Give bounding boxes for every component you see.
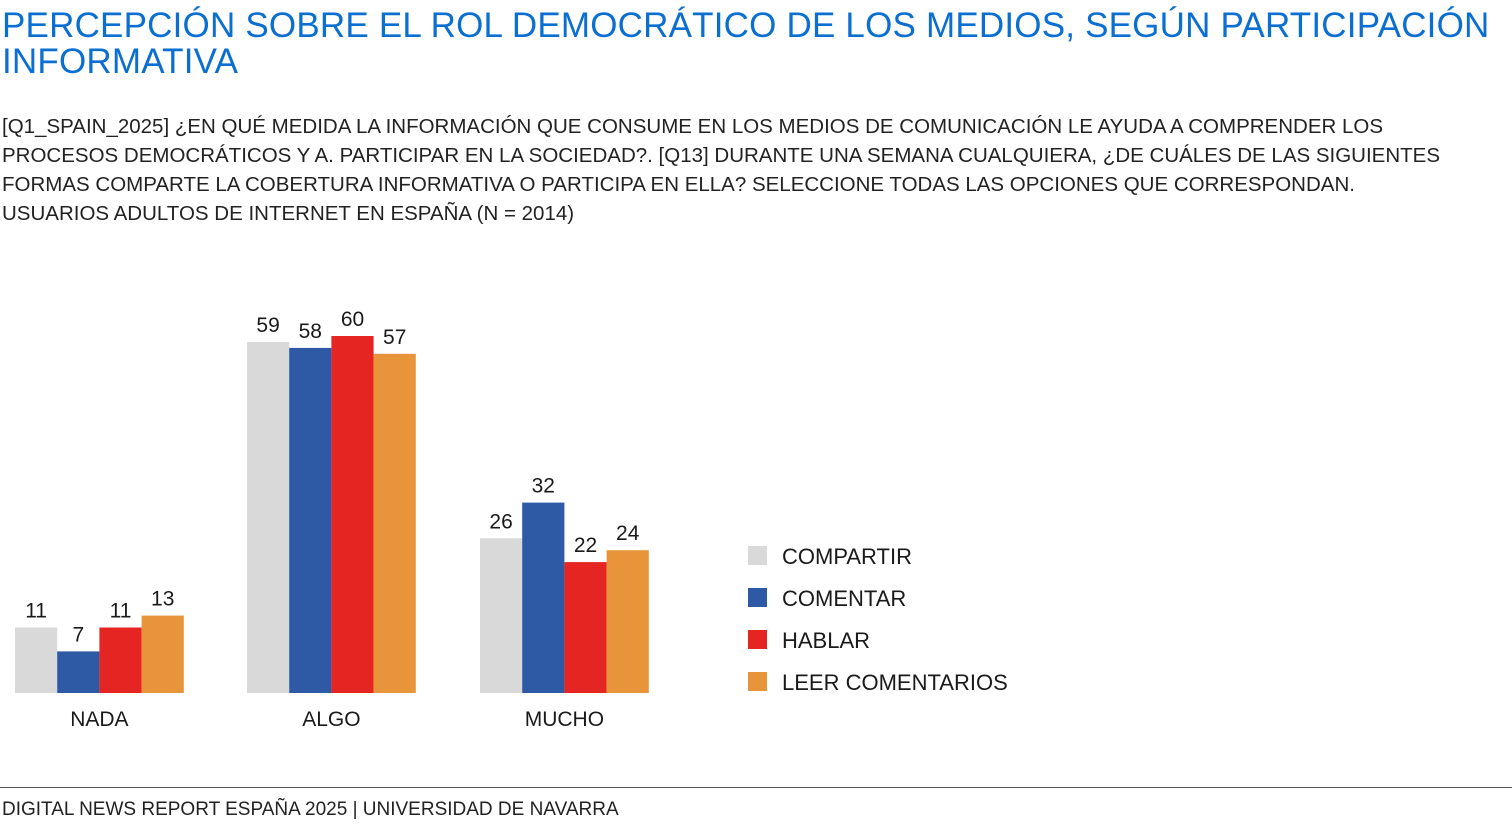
data-label-mucho-compartir: 26 [489, 510, 512, 533]
sample-base-text: USUARIOS ADULTOS DE INTERNET EN ESPAÑA (… [2, 202, 575, 225]
data-label-algo-hablar: 60 [341, 308, 364, 331]
question-text: [Q1_SPAIN_2025] ¿EN QUÉ MEDIDA LA INFORM… [2, 115, 1441, 196]
category-label-nada: NADA [70, 708, 128, 731]
bar-nada-leer-comentarios [141, 615, 184, 693]
chart-subtitle: [Q1_SPAIN_2025] ¿EN QUÉ MEDIDA LA INFORM… [2, 112, 1502, 228]
legend-label-comentar: COMENTAR [782, 586, 906, 611]
data-label-nada-comentar: 7 [72, 623, 84, 646]
legend-label-hablar: HABLAR [782, 628, 870, 653]
category-label-algo: ALGO [302, 708, 360, 731]
legend-swatch-compartir [748, 546, 767, 565]
legend-swatch-comentar [748, 588, 767, 607]
legend-label-leer-comentarios: LEER COMENTARIOS [782, 670, 1008, 695]
data-label-nada-leer-comentarios: 13 [151, 588, 174, 611]
bar-mucho-comentar [522, 502, 565, 693]
footer-divider [0, 787, 1512, 788]
data-label-nada-hablar: 11 [110, 600, 132, 623]
data-label-algo-comentar: 58 [299, 320, 322, 343]
bar-mucho-hablar [564, 562, 607, 693]
legend: COMPARTIR COMENTAR HABLAR LEER COMENTARIOS [748, 544, 1008, 695]
legend-swatch-leer-comentarios [748, 672, 767, 691]
bar-algo-leer-comentarios [373, 353, 416, 693]
legend-swatch-hablar [748, 630, 767, 649]
data-label-algo-compartir: 59 [256, 314, 279, 337]
bar-algo-hablar [331, 336, 374, 693]
data-label-mucho-leer-comentarios: 24 [616, 522, 640, 545]
bar-nada-hablar [99, 627, 142, 693]
bar-mucho-leer-comentarios [606, 550, 649, 693]
chart-title: PERCEPCIÓN SOBRE EL ROL DEMOCRÁTICO DE L… [2, 6, 1490, 81]
bar-algo-comentar [289, 347, 332, 693]
legend-label-compartir: COMPARTIR [782, 544, 912, 569]
bar-nada-compartir [15, 627, 58, 693]
data-label-mucho-hablar: 22 [574, 534, 597, 557]
bar-mucho-compartir [480, 538, 523, 693]
data-label-algo-leer-comentarios: 57 [383, 326, 406, 349]
bar-nada-comentar [57, 651, 100, 693]
category-label-mucho: MUCHO [525, 708, 604, 731]
footer-source: DIGITAL NEWS REPORT ESPAÑA 2025 | UNIVER… [2, 799, 619, 820]
value-labels-layer: 11 7 11 13 59 58 60 57 26 32 22 24 [25, 308, 640, 646]
data-label-mucho-comentar: 32 [532, 475, 555, 498]
bar-algo-compartir [247, 341, 290, 693]
data-label-nada-compartir: 11 [25, 600, 47, 623]
category-labels-layer: NADA ALGO MUCHO [70, 708, 604, 731]
bars-layer [15, 336, 649, 693]
